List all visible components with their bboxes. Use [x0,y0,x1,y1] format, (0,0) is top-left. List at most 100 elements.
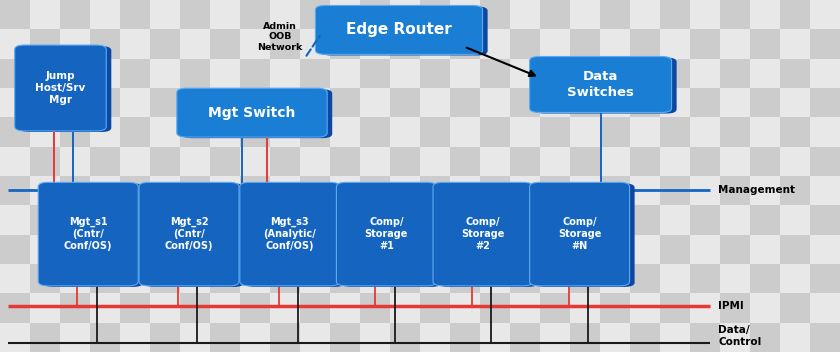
Text: Mgt_s2
(Cntr/
Conf/OS): Mgt_s2 (Cntr/ Conf/OS) [165,217,213,251]
Bar [810,29,840,59]
Bar [570,0,600,29]
Bar [90,176,120,205]
Bar [630,323,660,352]
Bar [570,176,600,205]
FancyBboxPatch shape [139,182,239,286]
Bar [540,293,570,323]
Bar [300,88,330,117]
Bar [660,293,690,323]
Bar [180,117,210,147]
Bar [240,147,270,176]
Bar [0,88,30,117]
Text: Edge Router: Edge Router [346,23,452,37]
Bar [60,147,90,176]
Bar [150,59,180,88]
Bar [720,235,750,264]
Bar [600,88,630,117]
Bar [390,88,420,117]
Bar [420,29,450,59]
Bar [210,235,240,264]
Bar [0,176,30,205]
Bar [510,176,540,205]
Bar [720,293,750,323]
Bar [690,323,720,352]
FancyBboxPatch shape [342,183,442,287]
Bar [570,59,600,88]
Bar [720,147,750,176]
Bar [570,29,600,59]
Bar [630,205,660,235]
Bar [360,323,390,352]
Bar [480,29,510,59]
Bar [90,117,120,147]
Bar [450,323,480,352]
Bar [0,29,30,59]
Bar [120,235,150,264]
Bar [390,264,420,293]
Bar [600,147,630,176]
Bar [30,88,60,117]
Bar [450,264,480,293]
Bar [0,264,30,293]
Bar [240,29,270,59]
Bar [0,235,30,264]
Bar [180,235,210,264]
Bar [90,235,120,264]
Bar [750,264,780,293]
Bar [360,29,390,59]
Bar [0,323,30,352]
Bar [570,117,600,147]
Bar [780,117,810,147]
Bar [420,117,450,147]
Bar [630,0,660,29]
Bar [300,147,330,176]
Bar [450,29,480,59]
Bar [690,117,720,147]
Bar [690,29,720,59]
Bar [30,235,60,264]
Bar [540,29,570,59]
Bar [60,117,90,147]
Bar [210,205,240,235]
Bar [390,235,420,264]
Bar [510,88,540,117]
Bar [240,235,270,264]
Bar [330,0,360,29]
Bar [150,235,180,264]
Bar [510,235,540,264]
Bar [150,205,180,235]
Bar [150,176,180,205]
Bar [600,235,630,264]
Bar [300,0,330,29]
Bar [630,264,660,293]
Text: Comp/
Storage
#2: Comp/ Storage #2 [461,217,505,251]
Bar [360,264,390,293]
FancyBboxPatch shape [144,183,244,287]
Bar [360,205,390,235]
Bar [750,88,780,117]
Bar [480,264,510,293]
Bar [150,117,180,147]
Bar [480,147,510,176]
Bar [300,29,330,59]
Bar [660,176,690,205]
Bar [450,147,480,176]
Bar [720,29,750,59]
Bar [60,293,90,323]
Bar [630,147,660,176]
Bar [270,147,300,176]
Bar [330,293,360,323]
Bar [810,59,840,88]
Bar [600,59,630,88]
Bar [90,293,120,323]
Bar [330,205,360,235]
Bar [210,323,240,352]
Bar [390,0,420,29]
Bar [240,88,270,117]
Bar [510,29,540,59]
Bar [390,147,420,176]
Bar [240,293,270,323]
Bar [150,323,180,352]
Bar [120,117,150,147]
Bar [60,235,90,264]
